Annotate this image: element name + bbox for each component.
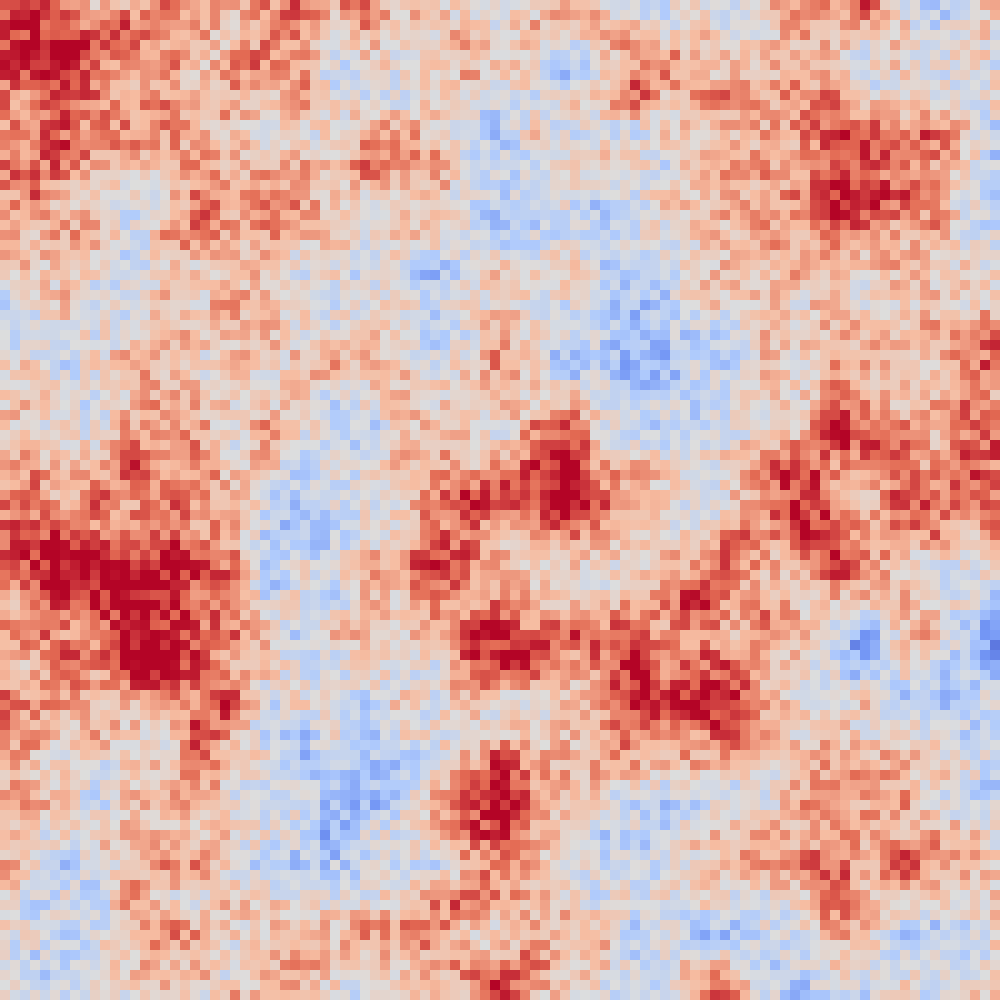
- heatmap-canvas: [0, 0, 1000, 1000]
- heatmap-field: [0, 0, 1000, 1000]
